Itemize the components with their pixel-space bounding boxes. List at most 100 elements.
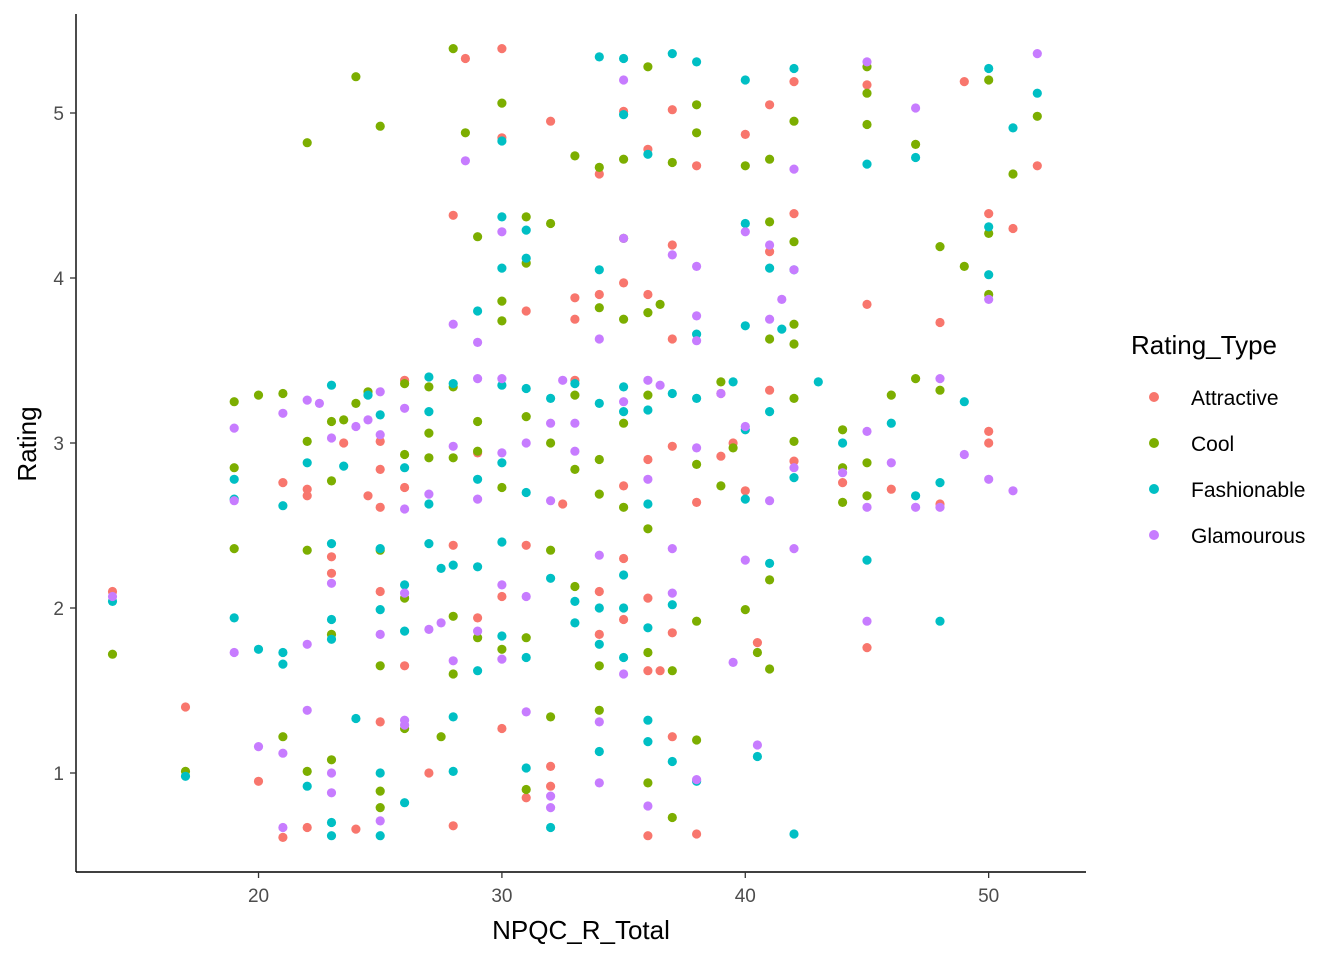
point-fashionable-37 xyxy=(448,766,458,777)
point-glamourous-26 xyxy=(400,720,410,730)
point-fashionable-108 xyxy=(911,152,921,163)
point-glamourous-35 xyxy=(473,374,483,384)
legend-label-glamourous: Glamourous xyxy=(1191,525,1305,548)
point-attractive-14 xyxy=(375,436,385,446)
point-fashionable-93 xyxy=(740,494,750,504)
point-cool-71 xyxy=(619,502,629,512)
point-fashionable-29 xyxy=(424,372,434,382)
point-fashionable-68 xyxy=(619,110,629,120)
point-glamourous-86 xyxy=(789,463,799,473)
point-cool-114 xyxy=(911,374,921,384)
point-glamourous-44 xyxy=(521,591,531,602)
point-cool-90 xyxy=(740,161,750,171)
point-attractive-63 xyxy=(667,732,677,742)
point-cool-45 xyxy=(497,316,507,326)
point-glamourous-31 xyxy=(448,441,458,451)
point-cool-12 xyxy=(326,416,337,427)
point-fashionable-62 xyxy=(594,265,604,275)
point-cool-91 xyxy=(740,605,750,615)
point-glamourous-3 xyxy=(229,647,239,658)
point-glamourous-80 xyxy=(765,314,775,324)
point-attractive-81 xyxy=(862,80,872,90)
point-fashionable-61 xyxy=(594,52,604,62)
point-cool-66 xyxy=(594,705,604,715)
point-fashionable-57 xyxy=(546,822,556,833)
point-cool-60 xyxy=(570,581,580,592)
legend-title: Rating_Type xyxy=(1131,330,1277,360)
point-cool-22 xyxy=(375,661,385,671)
point-glamourous-98 xyxy=(984,294,994,304)
point-fashionable-13 xyxy=(326,614,337,625)
point-cool-115 xyxy=(935,242,945,252)
point-fashionable-85 xyxy=(692,329,702,339)
point-fashionable-41 xyxy=(473,666,483,676)
point-glamourous-85 xyxy=(789,544,799,554)
point-attractive-1 xyxy=(180,702,191,712)
point-cool-86 xyxy=(692,735,702,745)
point-fashionable-20 xyxy=(375,410,385,420)
point-glamourous-42 xyxy=(497,654,507,664)
point-glamourous-90 xyxy=(862,502,872,512)
point-fashionable-1 xyxy=(180,771,191,781)
point-fashionable-14 xyxy=(326,634,337,644)
point-fashionable-44 xyxy=(497,263,507,273)
point-glamourous-14 xyxy=(326,768,337,778)
point-attractive-27 xyxy=(473,613,483,623)
point-glamourous-48 xyxy=(546,791,556,801)
point-cool-100 xyxy=(789,319,799,329)
point-fashionable-12 xyxy=(326,539,337,549)
point-fashionable-107 xyxy=(886,418,896,428)
point-glamourous-27 xyxy=(424,489,434,499)
point-glamourous-5 xyxy=(278,408,288,418)
point-attractive-44 xyxy=(594,586,604,597)
point-cool-24 xyxy=(375,786,385,796)
point-cool-52 xyxy=(521,784,531,795)
point-cool-37 xyxy=(448,669,458,679)
y-axis-title: Rating xyxy=(12,406,42,481)
point-cool-11 xyxy=(302,766,312,777)
point-cool-85 xyxy=(692,616,702,626)
point-glamourous-7 xyxy=(278,822,288,833)
point-fashionable-32 xyxy=(424,499,434,509)
point-cool-38 xyxy=(460,128,470,138)
point-fashionable-30 xyxy=(424,407,434,417)
point-attractive-49 xyxy=(619,481,629,491)
point-glamourous-51 xyxy=(570,418,580,428)
point-fashionable-48 xyxy=(497,631,507,641)
point-fashionable-49 xyxy=(521,225,531,235)
point-fashionable-102 xyxy=(789,829,799,839)
point-attractive-62 xyxy=(667,628,677,638)
point-cool-17 xyxy=(351,72,361,82)
point-attractive-8 xyxy=(326,568,337,578)
point-cool-18 xyxy=(351,398,361,408)
point-attractive-17 xyxy=(375,717,385,727)
point-attractive-12 xyxy=(363,491,373,501)
point-cool-84 xyxy=(692,459,702,469)
point-glamourous-72 xyxy=(692,775,702,785)
point-cool-80 xyxy=(667,666,677,676)
point-cool-67 xyxy=(619,154,629,164)
point-cool-5 xyxy=(253,390,264,400)
point-fashionable-104 xyxy=(838,438,848,448)
point-fashionable-97 xyxy=(765,558,775,569)
point-glamourous-6 xyxy=(278,748,288,758)
point-glamourous-95 xyxy=(935,374,945,384)
point-glamourous-78 xyxy=(752,740,763,750)
point-cool-79 xyxy=(667,157,677,168)
point-attractive-77 xyxy=(789,209,799,219)
point-attractive-54 xyxy=(643,593,653,603)
point-attractive-9 xyxy=(326,552,337,562)
point-fashionable-55 xyxy=(546,393,556,403)
point-glamourous-83 xyxy=(789,164,799,174)
point-cool-78 xyxy=(655,299,665,309)
point-attractive-21 xyxy=(424,768,434,778)
point-glamourous-100 xyxy=(1008,486,1018,496)
point-fashionable-89 xyxy=(740,75,750,85)
point-fashionable-52 xyxy=(521,487,531,498)
point-attractive-73 xyxy=(765,100,775,110)
point-attractive-74 xyxy=(765,385,775,395)
point-attractive-61 xyxy=(667,441,677,451)
point-attractive-31 xyxy=(497,723,507,734)
point-attractive-20 xyxy=(400,661,410,671)
point-attractive-23 xyxy=(448,210,458,220)
